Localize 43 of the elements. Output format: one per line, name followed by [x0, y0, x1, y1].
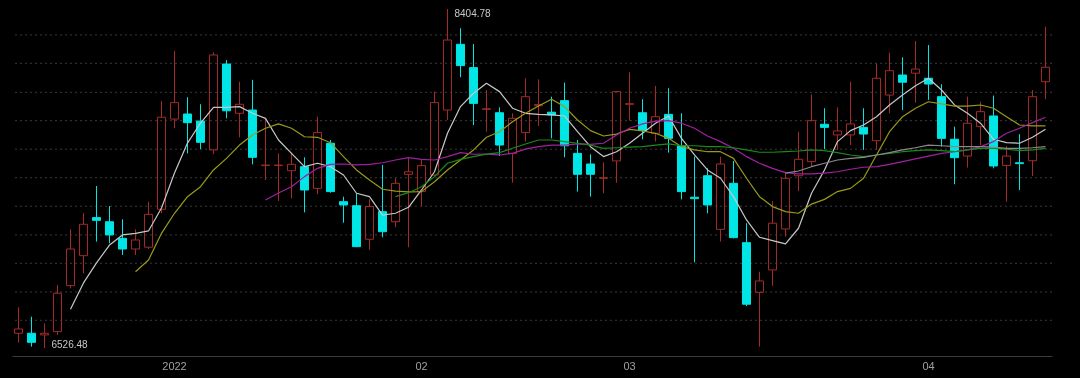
candlestick [585, 153, 596, 198]
candlestick [364, 198, 375, 251]
candlestick [793, 131, 804, 192]
candlestick [871, 62, 882, 151]
annotation: 8404.78 [454, 8, 492, 19]
x-tick-label: 04 [922, 359, 935, 372]
candlestick [13, 306, 24, 344]
x-tick-label: 02 [415, 359, 428, 372]
candlestick [598, 161, 609, 194]
candlestick [1040, 26, 1051, 100]
candlestick [299, 156, 310, 213]
candlestick [273, 152, 284, 202]
candlestick [806, 93, 817, 167]
candlestick [897, 56, 908, 111]
candlestick [884, 52, 895, 114]
candlestick [520, 77, 531, 143]
candlestick [624, 71, 635, 122]
candlestick [767, 200, 778, 287]
candlestick [468, 43, 479, 126]
candlestick [533, 78, 544, 127]
candlestick [39, 322, 50, 349]
candlestick [455, 27, 466, 78]
candlestick [819, 107, 830, 150]
candlestick [403, 157, 414, 248]
candlestick [91, 185, 102, 243]
candlestick [845, 81, 856, 146]
candlestick [481, 89, 492, 133]
candlestick [442, 8, 453, 121]
candlestick [910, 40, 921, 104]
candlestick [78, 212, 89, 274]
candlestick [1014, 133, 1025, 191]
candlestick [858, 107, 869, 151]
candlestick [962, 96, 973, 169]
candlestick [26, 316, 37, 348]
candlestick [260, 117, 271, 181]
x-tick-label: 03 [623, 359, 636, 372]
annotation: 6526.48 [51, 339, 89, 350]
candlestick [52, 284, 63, 336]
candlestick [650, 85, 661, 143]
x-tick-label: 2022 [162, 359, 187, 372]
candlestick [234, 81, 245, 138]
candlestick [507, 112, 518, 184]
candlestick [182, 96, 193, 154]
